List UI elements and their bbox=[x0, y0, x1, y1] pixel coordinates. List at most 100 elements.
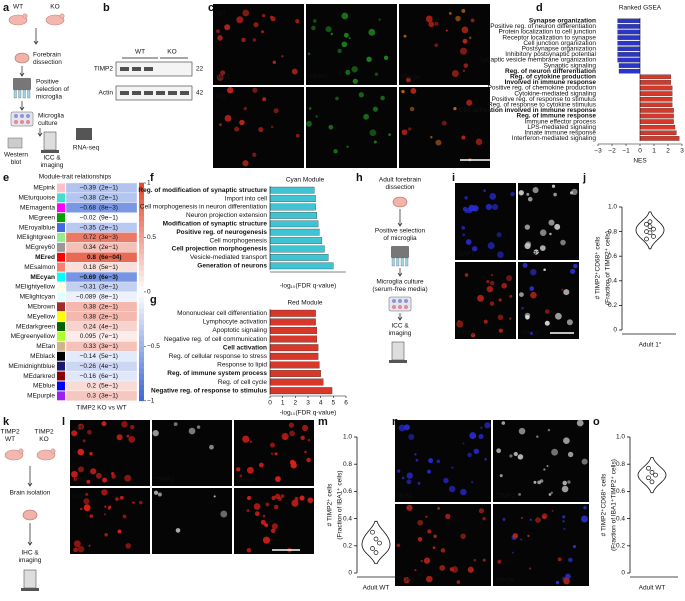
module-swatch bbox=[57, 332, 65, 341]
arrow-head bbox=[27, 482, 33, 487]
cell-signal bbox=[283, 437, 287, 440]
cell-signal bbox=[563, 289, 570, 296]
cell-signal bbox=[227, 87, 234, 94]
cell-signal bbox=[274, 452, 278, 456]
cell-signal bbox=[307, 438, 311, 442]
label: imaging bbox=[41, 162, 64, 169]
p-label: (3e−1) bbox=[99, 343, 118, 350]
cell-signal bbox=[104, 505, 107, 508]
cell-signal bbox=[581, 458, 588, 465]
y-tick-label: 0 bbox=[621, 570, 625, 577]
panel-label: i bbox=[452, 172, 455, 184]
cell-signal bbox=[583, 506, 587, 510]
cell-signal bbox=[71, 430, 78, 437]
module-swatch bbox=[57, 183, 65, 193]
cell-signal bbox=[401, 90, 405, 94]
module-swatch bbox=[57, 242, 65, 252]
y-axis-label: # TIMP2⁺ cells bbox=[327, 483, 334, 526]
cell-signal bbox=[78, 466, 85, 473]
chart-title: Cyan Module bbox=[286, 177, 325, 184]
cell-signal bbox=[432, 546, 436, 550]
bar bbox=[639, 113, 674, 119]
cell-signal bbox=[73, 540, 81, 548]
cell-signal bbox=[415, 458, 419, 462]
row-label: MEmagenta bbox=[20, 204, 55, 211]
cell-signal bbox=[152, 429, 159, 437]
blot-strip bbox=[115, 61, 193, 77]
channel-label: DAPI bbox=[458, 251, 473, 258]
cell-signal bbox=[563, 527, 566, 530]
cell-signal bbox=[441, 120, 447, 126]
bar bbox=[639, 74, 671, 80]
cell-signal bbox=[491, 203, 499, 211]
label: microglia bbox=[36, 94, 62, 101]
p-label: (4e−1) bbox=[99, 323, 118, 330]
cell-signal bbox=[482, 558, 486, 562]
well-icon bbox=[26, 114, 30, 118]
cell-signal bbox=[270, 452, 274, 455]
cell-signal bbox=[536, 435, 539, 438]
cell-signal bbox=[401, 476, 405, 480]
cell-signal bbox=[291, 499, 299, 507]
cell-signal bbox=[341, 41, 348, 48]
cell-signal bbox=[533, 249, 539, 255]
y-axis-label: # TIMP2⁺CD68⁺ cells bbox=[601, 473, 608, 536]
cell-signal bbox=[242, 435, 250, 443]
cell-signal bbox=[563, 577, 570, 585]
p-label: (2e−1) bbox=[99, 303, 118, 310]
cell-signal bbox=[209, 444, 214, 450]
well-icon bbox=[404, 299, 408, 303]
p-label: (7e−1) bbox=[99, 333, 118, 340]
cell-signal bbox=[406, 479, 412, 485]
y-axis-label: # TIMP2⁺CD68⁺ cells bbox=[595, 236, 602, 299]
micrograph bbox=[306, 87, 397, 168]
cell-signal bbox=[420, 559, 423, 563]
cell-signal bbox=[246, 495, 252, 501]
arrow-head bbox=[19, 106, 25, 111]
cell-signal bbox=[509, 454, 513, 458]
value-label: −0.68 bbox=[80, 204, 97, 211]
well-icon bbox=[14, 120, 18, 124]
data-point bbox=[647, 224, 653, 230]
cell-signal bbox=[351, 66, 358, 73]
x-axis-label: NES bbox=[633, 158, 647, 165]
category-label: Involved in immune response bbox=[505, 79, 597, 86]
cell-signal bbox=[478, 508, 485, 514]
colorbar-step bbox=[139, 373, 144, 380]
p-label: (2e−1) bbox=[99, 244, 118, 251]
cell-signal bbox=[188, 427, 196, 435]
tube-icon bbox=[22, 89, 26, 99]
module-swatch bbox=[57, 213, 65, 223]
cell-signal bbox=[373, 140, 377, 144]
bar bbox=[269, 186, 315, 194]
cell-signal bbox=[464, 209, 468, 214]
cell-signal bbox=[497, 251, 504, 259]
well-icon bbox=[404, 305, 408, 309]
cell-signal bbox=[253, 22, 259, 28]
panel-label: g bbox=[150, 294, 157, 306]
cell-signal bbox=[427, 529, 432, 534]
cell-signal bbox=[478, 433, 484, 439]
cell-signal bbox=[568, 557, 573, 563]
value-label: 0.3 bbox=[87, 393, 96, 400]
cell-signal bbox=[501, 421, 506, 425]
cell-signal bbox=[461, 135, 466, 140]
panel-label: e bbox=[3, 172, 9, 184]
p-label: (6e−04) bbox=[99, 254, 122, 261]
value-label: 0.38 bbox=[83, 313, 96, 320]
x-tick-label: 5 bbox=[332, 400, 336, 407]
cell-signal bbox=[77, 545, 85, 553]
micrograph bbox=[455, 183, 516, 260]
cell-signal bbox=[551, 184, 556, 188]
label: RNA-seq bbox=[73, 145, 100, 152]
cell-signal bbox=[462, 233, 466, 237]
category-label: LPS-mediated signaling bbox=[527, 124, 596, 131]
cell-signal bbox=[467, 566, 474, 573]
mouse-icon bbox=[45, 14, 65, 26]
cell-signal bbox=[83, 504, 91, 512]
y-tick-label: 1.0 bbox=[608, 204, 617, 211]
microscope-icon bbox=[23, 569, 37, 589]
cell-signal bbox=[289, 430, 295, 437]
cell-signal bbox=[406, 472, 413, 479]
category-label: Reg. of cell cycle bbox=[218, 379, 268, 386]
